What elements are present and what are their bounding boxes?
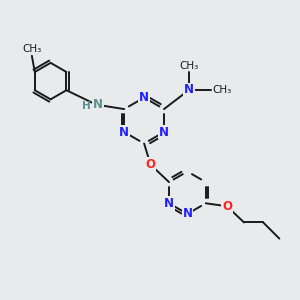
- Text: O: O: [222, 200, 232, 213]
- Text: N: N: [182, 207, 192, 220]
- Text: N: N: [139, 91, 149, 104]
- Text: N: N: [164, 197, 174, 210]
- Text: N: N: [119, 125, 129, 139]
- Text: CH₃: CH₃: [22, 44, 41, 54]
- Text: N: N: [93, 98, 103, 111]
- Text: CH₃: CH₃: [179, 61, 199, 71]
- Text: H: H: [82, 101, 91, 111]
- Text: N: N: [159, 125, 169, 139]
- Text: CH₃: CH₃: [213, 85, 232, 95]
- Text: N: N: [184, 83, 194, 96]
- Text: O: O: [146, 158, 156, 171]
